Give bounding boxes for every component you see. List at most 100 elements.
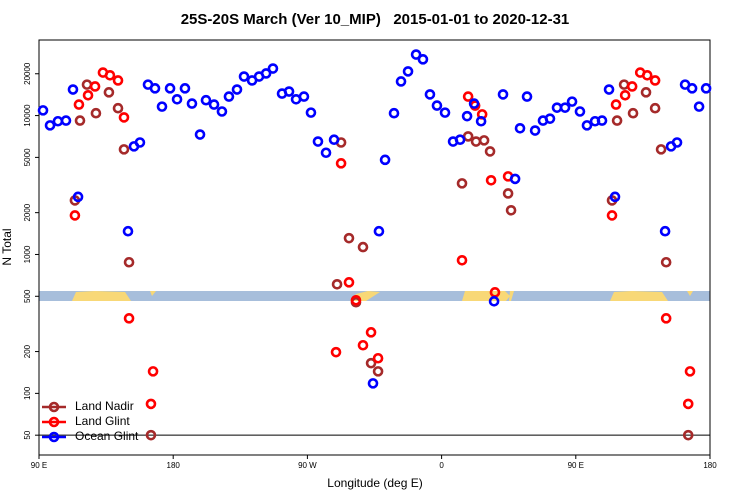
data-point <box>395 76 407 87</box>
data-point <box>505 204 517 216</box>
legend-label: Land Nadir <box>75 399 134 413</box>
data-point <box>610 99 622 110</box>
data-point <box>73 99 85 110</box>
data-point <box>350 294 362 306</box>
x-tick-label: 90 E <box>31 461 47 470</box>
data-point <box>74 115 86 126</box>
data-point <box>147 366 159 377</box>
data-point <box>238 71 250 82</box>
data-point <box>90 107 102 119</box>
data-point <box>298 91 310 102</box>
data-point <box>81 79 93 90</box>
land-strip <box>610 291 668 301</box>
data-point <box>82 89 94 101</box>
x-axis-label: Longitude (deg E) <box>327 476 422 490</box>
y-tick-label: 5000 <box>23 148 32 166</box>
map-strip <box>39 291 710 301</box>
data-point <box>402 66 414 77</box>
data-point <box>660 256 672 268</box>
data-point <box>417 54 429 65</box>
data-point <box>118 144 130 155</box>
data-point <box>231 84 243 95</box>
data-point <box>357 241 369 253</box>
data-point <box>618 79 630 90</box>
data-point <box>260 68 272 79</box>
data-point <box>478 135 490 146</box>
data-point <box>305 107 317 118</box>
data-point <box>640 87 652 98</box>
y-tick-label: 100 <box>23 386 32 400</box>
legend-marker <box>48 401 60 413</box>
data-point <box>216 106 228 117</box>
data-point <box>456 178 468 189</box>
x-tick-label: 0 <box>439 461 444 470</box>
legend-label: Land Glint <box>75 414 130 428</box>
y-tick-label: 50 <box>23 430 32 439</box>
data-point <box>267 63 279 74</box>
data-point <box>655 144 667 155</box>
data-point <box>89 81 101 92</box>
data-point <box>123 256 135 268</box>
data-point <box>521 91 533 102</box>
data-point <box>684 366 696 377</box>
data-point <box>372 352 384 364</box>
data-point <box>112 75 124 86</box>
data-point <box>700 83 712 94</box>
data-point <box>686 83 698 94</box>
data-point <box>475 115 487 127</box>
data-point <box>103 87 115 98</box>
data-point <box>659 225 671 237</box>
data-point <box>609 191 621 203</box>
data-point <box>343 232 355 244</box>
y-tick-label: 500 <box>23 289 32 303</box>
data-point <box>462 91 474 102</box>
data-point <box>388 107 400 119</box>
data-point <box>682 398 694 410</box>
data-point <box>145 398 157 410</box>
y-tick-label: 20000 <box>23 62 32 85</box>
y-tick-label: 2000 <box>23 203 32 221</box>
y-tick-label: 1000 <box>23 245 32 263</box>
data-point <box>581 120 593 131</box>
x-tick-label: 90 W <box>298 461 317 470</box>
data-point <box>606 210 618 221</box>
data-point <box>328 134 340 146</box>
data-point <box>367 378 379 389</box>
data-point <box>431 100 443 111</box>
legend-label: Ocean Glint <box>75 429 139 443</box>
data-point <box>439 107 451 118</box>
data-point <box>603 84 615 95</box>
data-point <box>566 96 578 107</box>
data-point <box>488 296 500 307</box>
data-point <box>456 254 468 266</box>
data-point <box>200 94 212 106</box>
data-point <box>134 137 146 148</box>
data-point <box>112 102 124 114</box>
data-point <box>164 83 176 94</box>
data-point <box>514 122 526 134</box>
data-point <box>335 158 347 169</box>
data-point <box>410 49 422 60</box>
data-point <box>122 225 134 237</box>
y-tick-label: 200 <box>23 344 32 358</box>
data-point <box>118 112 130 123</box>
data-point <box>461 110 473 122</box>
data-point <box>372 366 384 377</box>
land-strip <box>72 291 131 301</box>
y-axis-label: N Total <box>0 228 14 265</box>
data-point <box>343 277 355 288</box>
x-tick-label: 180 <box>703 461 717 470</box>
y-tick-label: 10000 <box>23 104 32 127</box>
legend-marker <box>48 416 60 428</box>
data-point <box>156 101 168 112</box>
data-point <box>693 101 705 112</box>
data-point <box>596 115 608 126</box>
data-point <box>484 146 496 157</box>
data-point <box>611 115 623 126</box>
data-point <box>641 69 653 81</box>
data-point <box>69 210 81 221</box>
data-point <box>468 98 480 109</box>
data-point <box>37 105 49 116</box>
